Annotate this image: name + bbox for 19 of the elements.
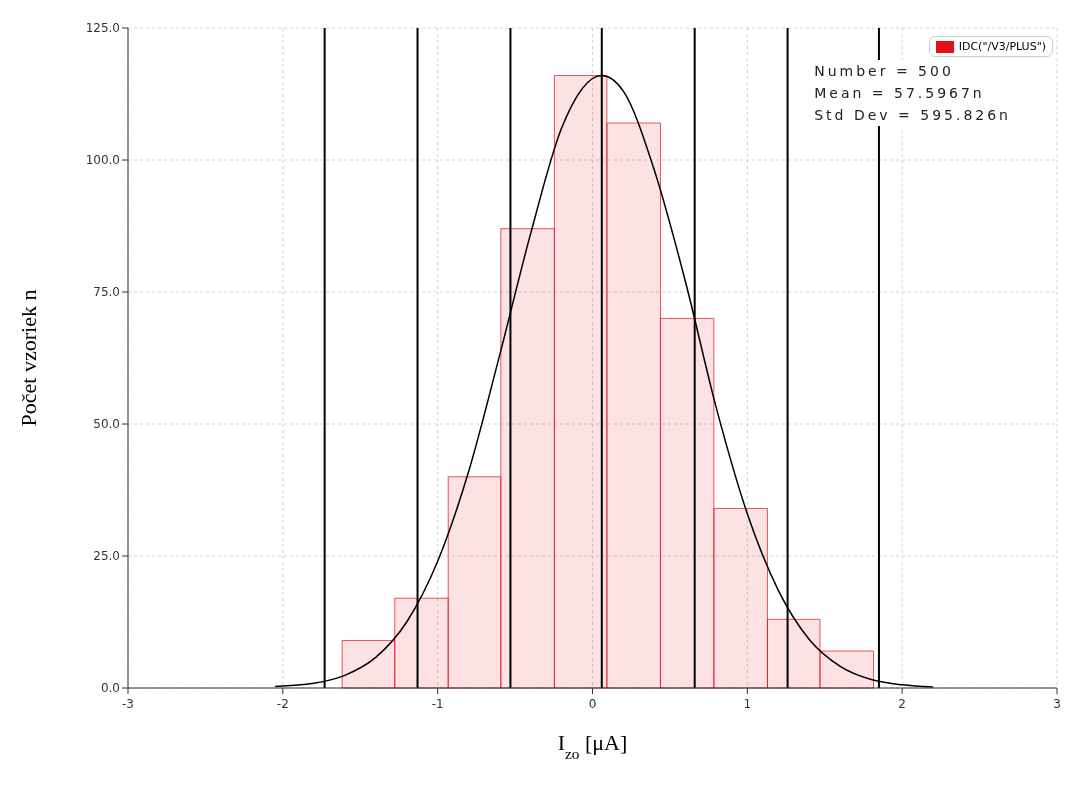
y-tick-label: 25.0 xyxy=(93,549,120,564)
y-tick-label: 0.0 xyxy=(100,681,120,696)
y-tick-label: 75.0 xyxy=(93,285,120,300)
y-tick-label: 50.0 xyxy=(93,417,120,432)
annotation: Number = 500 xyxy=(814,62,955,81)
x-axis-title: I$_{zo}$ [μA] xyxy=(557,730,628,762)
x-tick-label: -1 xyxy=(431,697,444,711)
y-tick-label: 100.0 xyxy=(85,153,120,168)
x-tick-label: 0 xyxy=(588,697,597,711)
annotation: Std Dev = 595.826n xyxy=(814,106,1011,125)
y-tick-label: 125.0 xyxy=(85,21,120,36)
y-axis-title: Počet vzoriek n xyxy=(15,289,41,427)
x-tick-label: -2 xyxy=(276,697,289,711)
legend-label: IDC("/V3/PLUS") xyxy=(958,40,1046,53)
x-tick-label: -3 xyxy=(122,697,134,711)
x-tick-label: 2 xyxy=(898,697,906,711)
x-tick-label: 1 xyxy=(743,697,752,711)
annotation: Mean = 57.5967n xyxy=(814,84,986,103)
x-tick-label: 3 xyxy=(1053,697,1061,711)
